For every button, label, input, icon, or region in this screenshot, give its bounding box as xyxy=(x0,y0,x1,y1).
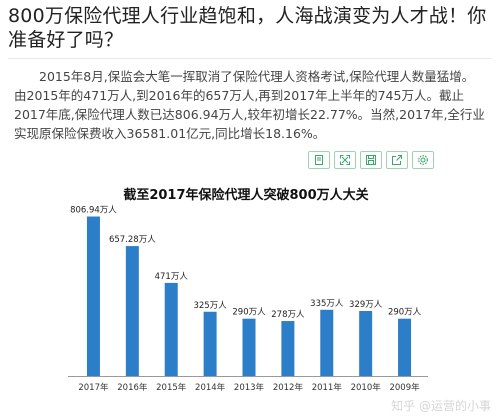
x-tick-label-2017年: 2017年 xyxy=(78,382,109,393)
data-label-2011年: 335万人 xyxy=(310,299,344,309)
bar-2013年 xyxy=(242,318,256,376)
x-tick-label-2011年: 2011年 xyxy=(312,382,343,393)
article-body: 2015年8月,保监会大笔一挥取消了保险代理人资格考试,保险代理人数量猛增。由2… xyxy=(14,69,485,141)
data-label-2010年: 329万人 xyxy=(349,300,383,310)
article-headline: 800万保险代理人行业趋饱和，人海战演变为人才战！你准备好了吗？ xyxy=(8,5,487,51)
share-icon xyxy=(392,155,402,165)
chart-title: 截至2017年保险代理人突破800万人大关 xyxy=(123,187,368,203)
chart-canvas: 截至2017年保险代理人突破800万人大关 806.94万人 2017年 657.28… xyxy=(68,187,428,393)
x-tick-label-2015年: 2015年 xyxy=(156,382,187,393)
bar-2009年 xyxy=(398,318,412,376)
data-label-2016年: 657.28万人 xyxy=(109,235,156,245)
settings-button[interactable] xyxy=(412,151,434,169)
save-icon xyxy=(366,155,376,165)
headline-divider xyxy=(8,58,491,59)
expand-icon xyxy=(340,155,350,165)
copy-icon xyxy=(315,155,323,165)
bar-2017年 xyxy=(86,216,100,376)
data-label-2012年: 278万人 xyxy=(271,310,305,320)
copy-button[interactable] xyxy=(308,151,330,169)
x-tick-label-2013年: 2013年 xyxy=(234,382,265,393)
save-button[interactable] xyxy=(360,151,382,169)
data-label-2017年: 806.94万人 xyxy=(70,206,117,216)
settings-icon xyxy=(418,155,428,165)
bar-2011年 xyxy=(320,309,334,376)
x-tick-label-2014年: 2014年 xyxy=(195,382,226,393)
data-label-2013年: 290万人 xyxy=(232,308,266,318)
image-toolbar xyxy=(308,151,434,169)
bar-2010年 xyxy=(359,310,373,376)
x-tick-label-2016年: 2016年 xyxy=(117,382,148,393)
data-label-2014年: 325万人 xyxy=(193,301,227,311)
expand-button[interactable] xyxy=(334,151,356,169)
bar-2015年 xyxy=(164,282,178,376)
bar-2014年 xyxy=(203,311,217,376)
bar-chart: 截至2017年保险代理人突破800万人大关 806.94万人 2017年 657.28… xyxy=(56,178,436,404)
data-label-2009年: 290万人 xyxy=(388,308,422,318)
source-watermark: 知乎 @运营的小事 xyxy=(391,399,491,413)
x-tick-label-2012年: 2012年 xyxy=(273,382,304,393)
bar-2016年 xyxy=(125,246,139,376)
x-tick-label-2010年: 2010年 xyxy=(351,382,382,393)
data-label-2015年: 471万人 xyxy=(155,272,189,282)
share-button[interactable] xyxy=(386,151,408,169)
bar-2012年 xyxy=(281,321,295,376)
x-tick-label-2009年: 2009年 xyxy=(389,382,420,393)
